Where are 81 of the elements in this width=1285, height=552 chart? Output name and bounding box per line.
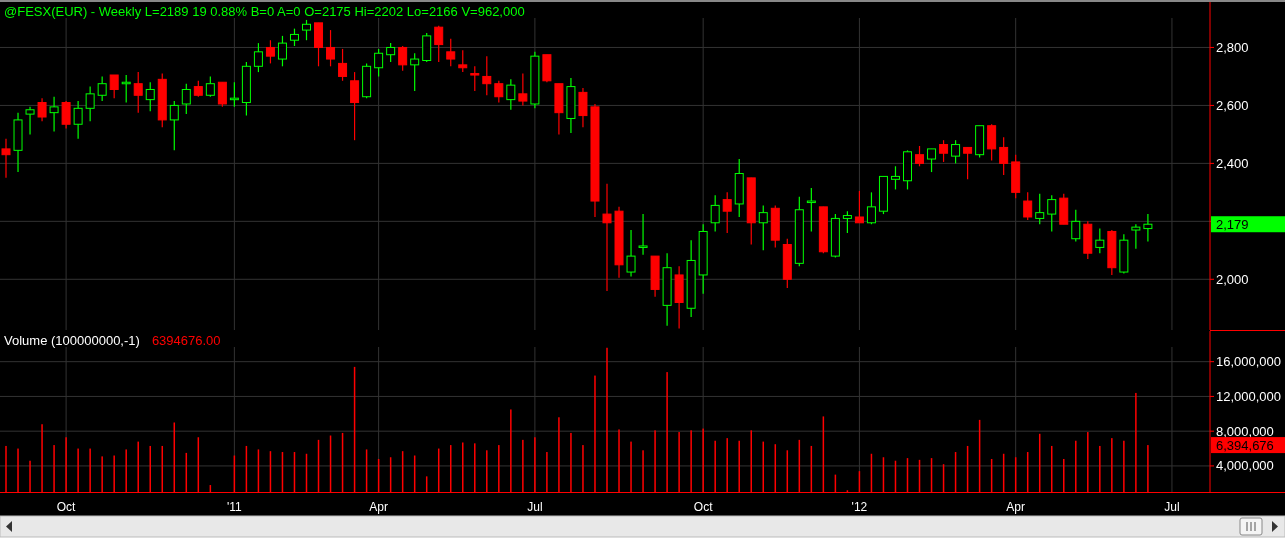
candlestick [506, 78, 516, 111]
candlestick [446, 38, 456, 67]
annotation: 6394676.00 [151, 333, 221, 348]
candlestick [951, 139, 961, 164]
candlestick [963, 146, 973, 180]
candlestick [265, 39, 275, 64]
candlestick [578, 87, 588, 128]
y-tick-label: 12,000,000 [1216, 388, 1282, 404]
candlestick [374, 48, 384, 78]
candlestick [482, 55, 492, 96]
candlestick [181, 83, 191, 115]
candlestick [386, 42, 396, 63]
candlestick [626, 229, 636, 277]
chart-title: Volume (100000000,-1) [4, 333, 140, 348]
candlestick [890, 165, 900, 191]
candlestick [61, 100, 71, 130]
candlestick [49, 96, 59, 133]
candlestick [1023, 191, 1033, 221]
y-tick-label: 2,000 [1216, 271, 1249, 287]
candlestick [1035, 193, 1045, 225]
x-tick-label: '12 [851, 500, 868, 514]
candlestick [97, 75, 107, 102]
x-tick-label: Jul [527, 500, 543, 514]
candlestick [866, 191, 876, 225]
candlestick [1143, 213, 1153, 243]
candlestick [109, 74, 119, 99]
candlestick [85, 85, 95, 122]
x-tick-label: Apr [1006, 500, 1026, 514]
y-tick-label: 8,000,000 [1216, 423, 1274, 439]
x-tick-label: Oct [693, 500, 714, 514]
candlestick [350, 71, 360, 141]
candlestick [205, 75, 215, 98]
candlestick [854, 190, 864, 224]
candlestick [939, 139, 949, 163]
candlestick [37, 97, 47, 122]
text: 6,394,676 [1216, 437, 1274, 453]
x-tick-label: Jul [1164, 500, 1180, 514]
candlestick [1095, 227, 1105, 254]
candlestick [638, 213, 648, 256]
candlestick [722, 191, 732, 234]
candlestick [145, 81, 155, 112]
candlestick [999, 136, 1009, 176]
x-tick-label: Oct [56, 500, 77, 514]
y-tick-label: 4,000,000 [1216, 458, 1274, 474]
chart-title: @FESX(EUR) - Weekly L=2189 19 0.88% B=0 A=0 O=2175 Hi=2202 Lo=2166 V=962,000 [4, 4, 525, 19]
candlestick [1071, 209, 1081, 243]
candlestick [326, 29, 336, 67]
candlestick [987, 123, 997, 162]
candlestick [494, 80, 504, 104]
candlestick [133, 71, 143, 114]
x-tick-label: Apr [369, 500, 388, 514]
candlestick [169, 100, 179, 151]
candlestick [806, 187, 816, 233]
y-tick-label: 2,600 [1216, 97, 1249, 113]
text: 2,179 [1216, 216, 1249, 232]
candlestick [915, 145, 925, 167]
candlestick [602, 183, 612, 292]
candlestick [758, 204, 768, 251]
y-tick-label: 2,400 [1216, 155, 1249, 171]
candlestick [73, 100, 83, 140]
candlestick [277, 35, 287, 67]
candlestick [434, 25, 444, 63]
candlestick [710, 194, 720, 233]
candlestick [842, 210, 852, 234]
y-tick-label: 2,800 [1216, 40, 1249, 56]
candlestick [410, 52, 420, 92]
candlestick [1047, 194, 1057, 233]
candlestick [253, 42, 263, 73]
candlestick [25, 106, 35, 135]
candlestick [338, 48, 348, 82]
candlestick [1131, 223, 1141, 250]
candlestick [927, 148, 937, 173]
candlestick [470, 65, 480, 92]
candlestick [398, 45, 408, 72]
candlestick [217, 81, 227, 108]
candlestick [518, 72, 528, 107]
y-tick-label: 16,000,000 [1216, 354, 1282, 370]
candlestick [302, 19, 311, 41]
candlestick [458, 49, 468, 73]
candlestick [1, 138, 11, 179]
x-tick-label: '11 [227, 500, 243, 514]
